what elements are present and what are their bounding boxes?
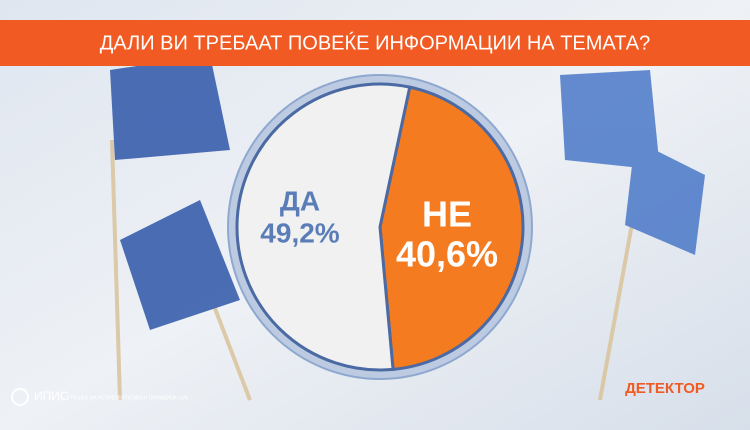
source-logo: ИПИС [34,389,69,403]
brand-logo: ДЕТЕКТОР [625,380,705,397]
value-label: 40,6% [396,234,498,275]
source-logo-icon [11,388,29,406]
value-label: 49,2% [260,217,339,248]
chart-title: ДАЛИ ВИ ТРЕБААТ ПОВЕЌЕ ИНФОРМАЦИИ НА ТЕМ… [100,31,650,54]
pie-slice [235,82,412,372]
category-label: НЕ [422,194,472,235]
category-label: ДА [280,185,320,216]
flag-decoration [110,55,705,401]
title-bar [0,20,750,66]
footer: ИПИС ГРЕШКА НА РЕПРЕЗЕНТАТИВЕН ПРИМЕРОК … [11,380,705,406]
footer-note: ГРЕШКА НА РЕПРЕЗЕНТАТИВЕН ПРИМЕРОК ±3% [68,395,189,401]
pie [235,82,525,372]
pie-slice [378,85,525,372]
